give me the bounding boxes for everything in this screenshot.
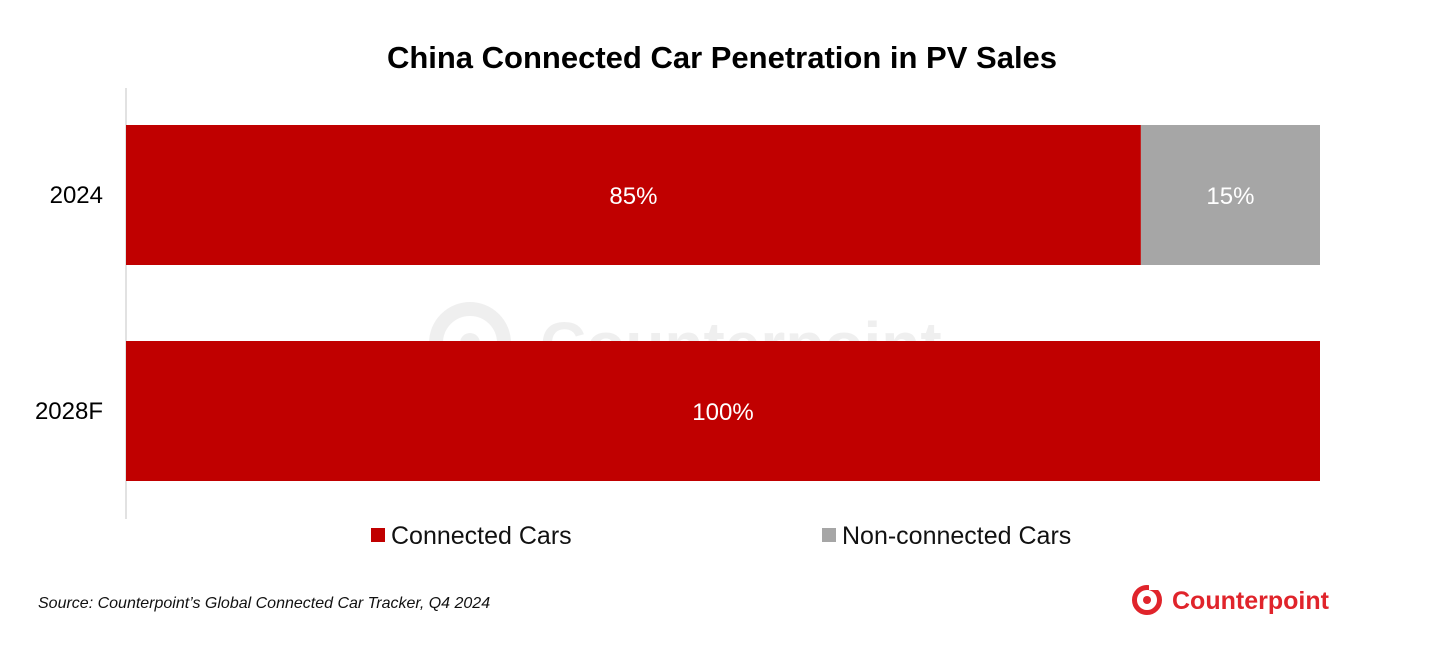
category-label-2024: 2024 — [50, 182, 103, 209]
legend-label-non-connected: Non-connected Cars — [842, 522, 1071, 550]
bar-connected-2028f — [126, 341, 1320, 481]
brand-name: Counterpoint — [1172, 587, 1330, 615]
data-label-connected-2024: 85% — [609, 183, 657, 210]
legend-swatch-non-connected — [822, 528, 836, 542]
chart-title: China Connected Car Penetration in PV Sa… — [387, 40, 1057, 75]
bar-non-connected-2024 — [1140, 125, 1320, 265]
legend: Connected Cars Non-connected Cars — [371, 522, 1071, 550]
legend-item-non-connected: Non-connected Cars — [822, 522, 1071, 550]
legend-item-connected: Connected Cars — [371, 522, 572, 550]
legend-swatch-connected — [371, 528, 385, 542]
category-labels: 2024 2028F — [35, 182, 103, 425]
bar-connected-2024 — [126, 125, 1141, 265]
data-label-connected-2028f: 100% — [692, 399, 753, 426]
bars-group: 85% 15% 100% — [126, 125, 1320, 481]
source-note: Source: Counterpoint’s Global Connected … — [38, 595, 490, 612]
category-label-2028f: 2028F — [35, 398, 103, 425]
counterpoint-logo-icon — [1132, 584, 1162, 615]
data-label-non-connected-2024: 15% — [1206, 183, 1254, 210]
legend-label-connected: Connected Cars — [391, 522, 572, 550]
brand-logo: Counterpoint — [1132, 584, 1330, 615]
